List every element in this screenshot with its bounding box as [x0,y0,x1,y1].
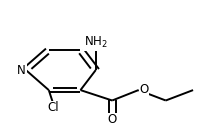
Text: N: N [17,64,26,76]
Text: O: O [108,113,117,126]
Text: NH$_2$: NH$_2$ [84,35,108,50]
Text: Cl: Cl [47,101,59,114]
Text: O: O [139,83,149,96]
